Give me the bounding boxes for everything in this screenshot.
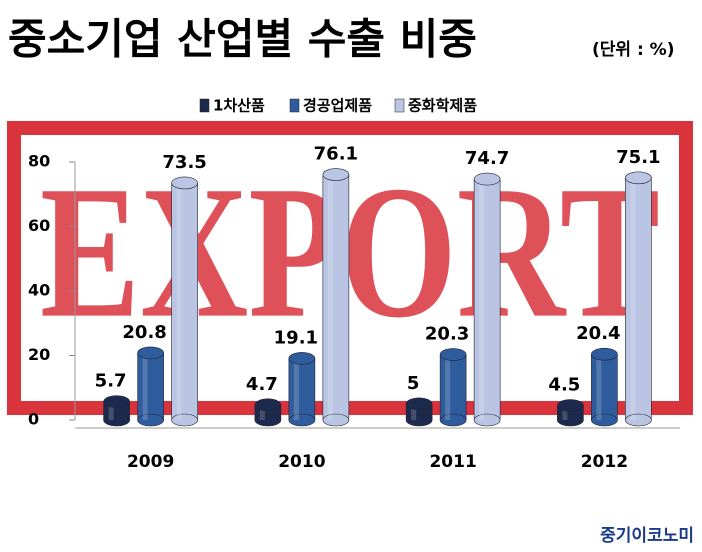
bar-top bbox=[625, 171, 652, 185]
value-label: 20.4 bbox=[576, 323, 620, 344]
bar-body bbox=[322, 174, 350, 421]
bar-body bbox=[171, 182, 198, 421]
bar-shine bbox=[479, 179, 485, 420]
bar-base bbox=[557, 413, 584, 427]
watermark: EXPORT bbox=[40, 148, 660, 358]
bar-base bbox=[591, 413, 618, 427]
bar-shine bbox=[259, 404, 265, 420]
bar-base bbox=[625, 413, 652, 427]
value-label: 20.3 bbox=[425, 324, 469, 345]
bar-shine bbox=[176, 182, 182, 420]
value-label: 19.1 bbox=[274, 327, 318, 348]
y-tick-label: 80 bbox=[28, 152, 50, 171]
y-tick-label: 40 bbox=[28, 281, 50, 300]
value-label: 4.7 bbox=[246, 374, 278, 395]
bar bbox=[439, 348, 467, 427]
bar-base bbox=[322, 413, 350, 427]
chart-subtitle: (단위 : %) bbox=[592, 40, 675, 60]
bar-base bbox=[439, 413, 467, 427]
legend-label: 중화학제품 bbox=[408, 97, 477, 115]
bar-top bbox=[171, 176, 198, 190]
bar bbox=[322, 168, 350, 427]
bar-body bbox=[625, 177, 652, 421]
legend-swatch bbox=[394, 98, 405, 113]
bar-shine bbox=[596, 354, 602, 420]
bar bbox=[625, 171, 652, 427]
bar-shine bbox=[630, 177, 636, 420]
bar-base bbox=[405, 413, 433, 427]
bar bbox=[103, 395, 130, 427]
value-label: 5.7 bbox=[95, 371, 127, 392]
bar-shine bbox=[293, 358, 299, 420]
bar-shine bbox=[327, 174, 333, 420]
bar-top bbox=[439, 348, 467, 361]
stamp-frame bbox=[7, 121, 693, 415]
value-label: 76.1 bbox=[314, 144, 358, 165]
bar-top bbox=[137, 346, 164, 360]
source: 중기이코노미 bbox=[600, 526, 694, 546]
bar-body bbox=[439, 354, 467, 421]
bar-body bbox=[473, 178, 501, 421]
bar-top bbox=[288, 352, 316, 365]
bar-shine bbox=[411, 403, 417, 420]
bar-base bbox=[171, 413, 198, 427]
legend-swatch bbox=[289, 98, 300, 113]
bar-base bbox=[288, 413, 316, 427]
bar-shine bbox=[108, 401, 114, 420]
bar-top bbox=[322, 168, 350, 181]
bar-base bbox=[103, 413, 130, 427]
x-tick-label: 2010 bbox=[278, 452, 325, 472]
value-label: 75.1 bbox=[616, 147, 660, 168]
bar-top bbox=[557, 399, 584, 412]
bar-body bbox=[288, 358, 316, 421]
bar-body bbox=[137, 352, 164, 421]
bar-base bbox=[137, 413, 164, 427]
x-tick-label: 2012 bbox=[581, 452, 628, 472]
y-tick-label: 60 bbox=[28, 216, 50, 235]
legend-label: 1차산품 bbox=[213, 97, 265, 115]
value-label: 4.5 bbox=[548, 374, 580, 395]
bar-top bbox=[405, 397, 433, 411]
bar bbox=[137, 346, 164, 427]
legend-label: 경공업제품 bbox=[303, 97, 372, 115]
bar-top bbox=[473, 172, 501, 186]
bar-shine bbox=[562, 405, 568, 420]
bar bbox=[254, 398, 282, 427]
bar-shine bbox=[445, 354, 451, 420]
legend-swatch bbox=[199, 98, 210, 113]
value-label: 73.5 bbox=[162, 152, 206, 173]
bar-top bbox=[103, 395, 130, 408]
bar bbox=[405, 397, 433, 427]
value-label: 74.7 bbox=[465, 148, 509, 169]
bar bbox=[557, 399, 584, 427]
x-tick-label: 2009 bbox=[127, 452, 174, 472]
bar bbox=[473, 172, 501, 427]
value-label: 20.8 bbox=[122, 322, 166, 343]
value-label: 5 bbox=[407, 373, 420, 394]
bar-shine bbox=[142, 352, 148, 420]
bar bbox=[288, 352, 316, 427]
bar bbox=[171, 176, 198, 427]
bar bbox=[591, 347, 618, 427]
bar-top bbox=[591, 347, 618, 361]
y-tick-label: 0 bbox=[28, 410, 39, 429]
bar-body bbox=[591, 353, 618, 421]
chart-title: 중소기업 산업별 수출 비중 bbox=[8, 15, 477, 64]
x-tick-label: 2011 bbox=[429, 452, 476, 472]
y-tick-label: 20 bbox=[28, 345, 50, 364]
bar-top bbox=[254, 398, 282, 412]
bar-base bbox=[473, 413, 501, 427]
bar-base bbox=[254, 413, 282, 427]
